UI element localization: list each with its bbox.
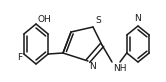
Text: N: N xyxy=(89,62,96,71)
Text: OH: OH xyxy=(38,15,52,25)
Text: S: S xyxy=(95,16,101,25)
Text: NH: NH xyxy=(113,64,126,73)
Text: N: N xyxy=(135,14,141,23)
Text: F: F xyxy=(17,53,22,62)
